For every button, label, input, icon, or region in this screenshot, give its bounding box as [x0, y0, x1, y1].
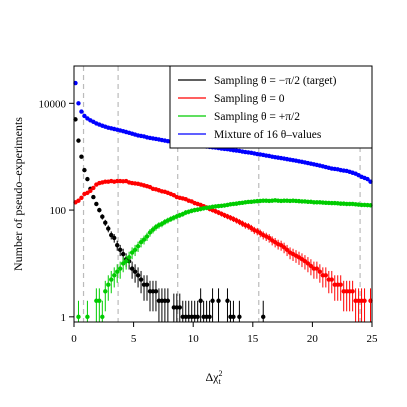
- data-point: [103, 289, 108, 294]
- data-point: [129, 266, 135, 271]
- x-axis-title-sup: 2: [219, 369, 223, 378]
- data-point: [100, 314, 105, 320]
- data-point: [266, 235, 272, 241]
- x-tick-label: 5: [131, 333, 137, 345]
- data-point: [281, 245, 287, 250]
- data-point: [308, 263, 314, 269]
- data-point: [216, 298, 221, 303]
- data-point: [138, 240, 144, 245]
- series-layer: [73, 80, 373, 322]
- x-axis: 0 5 10 15 20 25: [71, 322, 378, 345]
- data-point: [350, 289, 355, 294]
- y-axis: 1 100 10000: [39, 98, 74, 324]
- data-point: [225, 298, 230, 303]
- data-point: [85, 176, 90, 182]
- data-point: [261, 314, 266, 320]
- data-point: [141, 237, 147, 242]
- data-point: [79, 195, 84, 200]
- data-point: [284, 247, 290, 253]
- data-point: [112, 273, 117, 278]
- x-axis-title: Δχ2 t: [205, 369, 222, 386]
- data-point: [76, 138, 81, 143]
- data-point: [365, 176, 370, 182]
- data-point: [195, 314, 200, 320]
- data-point: [97, 207, 102, 213]
- legend-label: Sampling θ = 0: [214, 93, 285, 105]
- data-point: [138, 277, 144, 282]
- data-point: [106, 226, 111, 231]
- x-tick-label: 0: [71, 333, 77, 345]
- data-point: [103, 220, 108, 225]
- data-point: [135, 244, 141, 249]
- data-point: [153, 289, 159, 294]
- data-point: [132, 247, 138, 253]
- data-point: [317, 269, 323, 274]
- data-point: [314, 266, 320, 271]
- data-point: [147, 230, 153, 235]
- data-point: [115, 269, 120, 274]
- y-tick-label: 10000: [39, 98, 67, 110]
- data-point: [144, 282, 150, 287]
- data-point: [91, 194, 96, 200]
- data-point: [88, 188, 93, 193]
- data-point: [165, 298, 171, 303]
- data-point: [362, 298, 367, 303]
- x-tick-label: 10: [188, 333, 200, 345]
- data-point: [129, 250, 135, 255]
- data-point: [338, 282, 343, 287]
- x-axis-title-sub: t: [219, 377, 222, 386]
- x-tick-label: 15: [247, 333, 259, 345]
- data-point: [85, 314, 90, 320]
- data-point: [94, 201, 99, 207]
- data-point: [132, 269, 138, 274]
- legend-label: Sampling θ = +π/2: [214, 111, 300, 123]
- data-point: [97, 298, 102, 303]
- data-point: [79, 154, 84, 159]
- data-point: [117, 247, 123, 253]
- data-point: [91, 185, 96, 191]
- x-axis-title-main: Δχ: [205, 370, 219, 384]
- data-point: [305, 261, 311, 266]
- data-point: [76, 198, 81, 203]
- x-tick-label: 25: [367, 333, 379, 345]
- data-point: [126, 255, 132, 260]
- data-point: [123, 259, 129, 264]
- data-point: [237, 314, 242, 320]
- data-point: [323, 273, 329, 278]
- series-group: [73, 117, 266, 322]
- legend: Sampling θ = −π/2 (target) Sampling θ = 0…: [169, 65, 373, 149]
- data-point: [106, 282, 111, 287]
- data-point: [76, 314, 81, 320]
- data-point: [135, 273, 141, 278]
- data-point: [112, 235, 117, 241]
- y-axis-title: Number of pseudo–experiments: [11, 117, 25, 271]
- x-tick-label: 20: [307, 333, 319, 345]
- data-point: [79, 109, 84, 114]
- series-group: [76, 198, 373, 322]
- data-point: [82, 113, 87, 119]
- data-point: [115, 242, 120, 248]
- y-tick-label: 100: [50, 205, 67, 217]
- data-point: [117, 266, 123, 271]
- data-point: [120, 251, 126, 257]
- data-point: [177, 305, 182, 310]
- data-point: [109, 277, 114, 282]
- data-point: [231, 314, 236, 320]
- data-point: [207, 314, 212, 320]
- data-point: [144, 234, 150, 239]
- legend-label: Mixture of 16 θ–values: [214, 129, 322, 141]
- data-point: [210, 298, 215, 303]
- data-point: [100, 214, 105, 219]
- data-point: [109, 232, 114, 238]
- data-point: [150, 227, 156, 232]
- data-point: [82, 167, 87, 173]
- data-point: [198, 298, 203, 303]
- legend-label: Sampling θ = −π/2 (target): [214, 75, 337, 87]
- data-point: [329, 277, 334, 282]
- y-tick-label: 1: [61, 312, 67, 324]
- data-point: [76, 101, 81, 106]
